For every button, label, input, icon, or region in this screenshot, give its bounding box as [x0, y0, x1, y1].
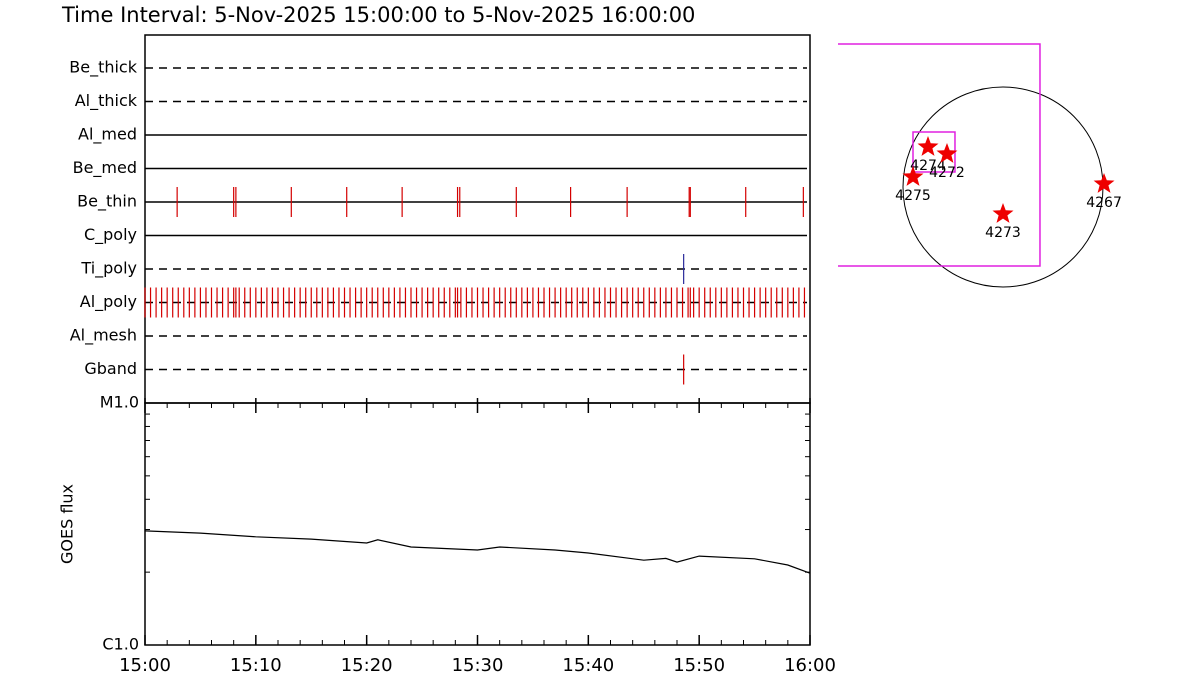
region-label: 4275	[895, 188, 931, 204]
region-star	[917, 136, 939, 156]
goes-curve	[144, 530, 811, 574]
row-label: Al_thick	[75, 91, 138, 111]
panel-frame	[144, 34, 811, 404]
x-tick-label: 15:00	[119, 655, 171, 676]
region-label: 4274	[910, 158, 946, 174]
x-tick-label: 15:40	[562, 655, 614, 676]
region-star	[992, 203, 1014, 223]
x-tick-label: 15:20	[341, 655, 393, 676]
solar-disk	[902, 86, 1104, 288]
row-label: Be_thin	[77, 192, 137, 212]
row-label: Gband	[84, 359, 137, 378]
chart-title: Time Interval: 5-Nov-2025 15:00:00 to 5-…	[61, 3, 695, 27]
x-tick-label: 15:30	[452, 655, 504, 676]
y-axis-label: GOES flux	[58, 484, 77, 564]
fov-box	[912, 131, 956, 173]
row-label: Al_mesh	[70, 326, 137, 346]
row-label: Be_med	[73, 158, 137, 178]
region-label: 4272	[929, 165, 965, 181]
row-label: Be_thick	[69, 58, 137, 78]
panel-frame	[144, 402, 811, 646]
region-label: 4273	[985, 225, 1021, 241]
region-label: 4267	[1086, 195, 1122, 211]
row-label: C_poly	[84, 225, 137, 245]
region-star	[902, 166, 924, 186]
row-label: Al_med	[78, 125, 137, 145]
y-tick-label: C1.0	[102, 635, 139, 654]
x-tick-label: 16:00	[784, 655, 836, 676]
region-star	[1093, 173, 1115, 193]
row-label: Al_poly	[80, 292, 137, 312]
y-tick-label: M1.0	[100, 393, 139, 412]
x-tick-label: 15:50	[673, 655, 725, 676]
fov-box	[838, 43, 1041, 267]
x-tick-label: 15:10	[230, 655, 282, 676]
row-label: Ti_poly	[80, 259, 137, 279]
region-star	[936, 143, 958, 163]
